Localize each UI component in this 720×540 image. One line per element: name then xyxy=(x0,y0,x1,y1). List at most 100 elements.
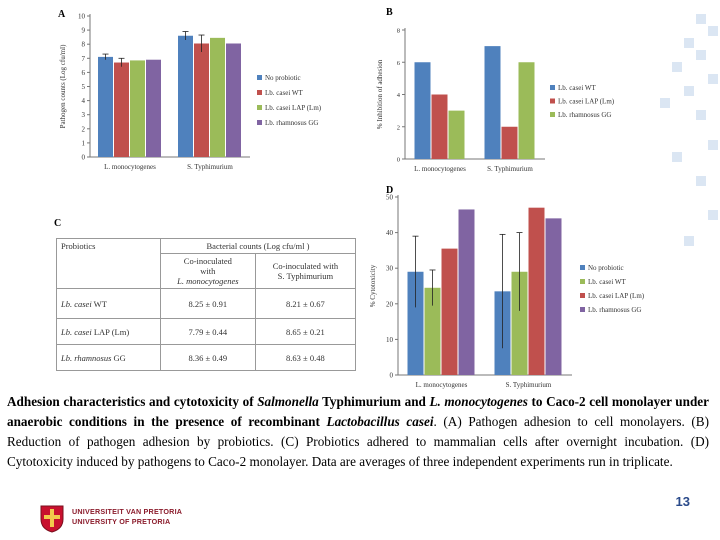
table-row: Lb. rhamnosus GG 8.36 ± 0.49 8.63 ± 0.48 xyxy=(56,344,357,371)
bar xyxy=(210,37,225,158)
y-tick-label: 50 xyxy=(386,194,394,202)
y-tick-label: 9 xyxy=(82,27,86,35)
legend-swatch xyxy=(257,75,262,80)
legend-label: Lb. casei LAP (Lm) xyxy=(265,104,322,112)
legend-swatch xyxy=(580,307,585,312)
bar xyxy=(194,43,209,158)
col-group-header: Bacterial counts (Log cfu/ml ) xyxy=(159,238,357,254)
bar xyxy=(518,62,535,159)
bar xyxy=(178,35,193,157)
y-tick-label: 30 xyxy=(386,265,394,273)
corner-decoration xyxy=(660,14,718,246)
chart-d: D 0 10 20 30 40 50 % Cytotoxicity L. monocytogen… xyxy=(369,185,645,389)
y-tick-label: 6 xyxy=(397,60,401,67)
bar xyxy=(448,110,465,159)
legend-swatch xyxy=(580,279,585,284)
logo-line-1: UNIVERSITEIT VAN PRETORIA xyxy=(72,507,183,516)
bar xyxy=(528,207,545,375)
y-tick-label: 10 xyxy=(78,13,86,21)
y-tick-label: 20 xyxy=(386,300,394,308)
y-tick-label: 6 xyxy=(82,69,86,77)
col-lm-header: Co-inoculated with L. monocytogenes xyxy=(159,253,256,289)
bar xyxy=(511,271,528,375)
panel-letter: B xyxy=(386,7,393,18)
bar xyxy=(146,59,161,157)
y-tick-label: 8 xyxy=(82,41,86,49)
bar xyxy=(441,248,458,375)
table-row: Lb. casei LAP (Lm) 7.79 ± 0.44 8.65 ± 0.… xyxy=(56,318,357,345)
legend-label: Lb. casei WT xyxy=(558,84,596,92)
y-tick-label: 2 xyxy=(82,125,86,133)
legend-label: Lb. casei WT xyxy=(265,89,303,97)
logo-line-2: UNIVERSITY OF PRETORIA xyxy=(72,517,171,526)
col-probiotics-header: Probiotics xyxy=(56,238,161,289)
bar xyxy=(545,218,562,375)
legend-swatch xyxy=(257,105,262,110)
chart-b: B 0 2 4 6 8 % Inhibition of adhesion L. monocyt… xyxy=(376,7,615,173)
bar xyxy=(130,60,145,157)
panel-a: A 0 1 2 3 4 5 6 7 8 9 10 Pathogen counts (Log cfu/ml… xyxy=(40,2,380,182)
col-st-header: Co-inoculated with S. Typhimurium xyxy=(254,253,357,289)
legend-label: Lb. casei LAP (Lm) xyxy=(588,292,645,300)
university-logo: UNIVERSITEIT VAN PRETORIA UNIVERSITY OF … xyxy=(38,503,198,533)
y-tick-label: 4 xyxy=(397,92,401,99)
legend-swatch xyxy=(550,98,555,104)
legend-label: No probiotic xyxy=(588,264,624,272)
panel-c-letter: C xyxy=(54,218,62,229)
figure-caption: Adhesion characteristics and cytotoxicit… xyxy=(7,394,709,469)
legend-label: Lb. casei WT xyxy=(588,278,626,286)
bar xyxy=(226,43,241,158)
bar xyxy=(98,56,113,157)
legend-swatch xyxy=(257,90,262,95)
panel-c: C Probiotics Bacterial counts (Log cfu/m… xyxy=(52,218,362,383)
y-axis-label: % Cytotoxicity xyxy=(369,264,377,307)
bar xyxy=(424,287,441,375)
y-tick-label: 7 xyxy=(82,55,86,63)
crest-icon xyxy=(40,505,64,533)
panel-letter: A xyxy=(58,9,66,20)
legend-label: Lb. rhamnosus GG xyxy=(265,119,318,127)
y-tick-label: 40 xyxy=(386,229,394,237)
y-tick-label: 10 xyxy=(386,336,394,344)
y-tick-label: 0 xyxy=(397,157,400,164)
y-tick-label: 5 xyxy=(82,83,86,91)
y-tick-label: 4 xyxy=(82,97,86,105)
legend-swatch xyxy=(550,112,555,117)
y-axis-label: Pathogen counts (Log cfu/ml) xyxy=(59,44,67,128)
y-tick-label: 0 xyxy=(390,372,394,380)
legend-label: Lb. rhamnosus GG xyxy=(558,111,611,119)
legend-label: No probiotic xyxy=(265,74,301,82)
bar xyxy=(407,271,424,375)
y-tick-label: 8 xyxy=(397,28,400,35)
x-category-label: L. monocytogenes xyxy=(414,165,466,173)
page-number: 13 xyxy=(675,494,690,509)
bar xyxy=(458,209,475,375)
y-tick-label: 3 xyxy=(82,111,86,119)
probiotic-table: Probiotics Bacterial counts (Log cfu/ml … xyxy=(56,238,357,371)
y-tick-label: 2 xyxy=(397,124,400,131)
bar xyxy=(114,62,129,157)
panel-b: B 0 2 4 6 8 % Inhibition of adhesion L. monocyt… xyxy=(360,2,660,182)
legend-swatch xyxy=(580,265,585,270)
x-category-label: S. Typhimurium xyxy=(506,381,552,389)
bar xyxy=(414,62,431,159)
legend-swatch xyxy=(257,120,262,125)
chart-a: A 0 1 2 3 4 5 6 7 8 9 10 Pathogen counts (Log cfu/ml… xyxy=(58,9,322,171)
legend-label: Lb. casei LAP (Lm) xyxy=(558,98,615,106)
legend-swatch xyxy=(550,85,555,90)
x-category-label: L. monocytogenes xyxy=(104,163,156,171)
legend-label: Lb. rhamnosus GG xyxy=(588,306,641,314)
x-category-label: S. Typhimurium xyxy=(187,163,233,171)
legend-swatch xyxy=(580,293,585,298)
x-category-label: S. Typhimurium xyxy=(487,165,533,173)
panel-letter: D xyxy=(386,185,393,196)
bar xyxy=(431,94,448,159)
y-tick-label: 0 xyxy=(82,154,86,162)
y-tick-label: 1 xyxy=(82,139,86,147)
panel-d: D 0 10 20 30 40 50 % Cytotoxicity L. monocytogen… xyxy=(360,183,660,390)
bar xyxy=(484,46,501,159)
y-axis-label: % Inhibition of adhesion xyxy=(376,59,384,129)
table-row: Lb. casei WT 8.25 ± 0.91 8.21 ± 0.67 xyxy=(56,288,357,319)
bar xyxy=(501,126,518,159)
x-category-label: L. monocytogenes xyxy=(416,381,468,389)
